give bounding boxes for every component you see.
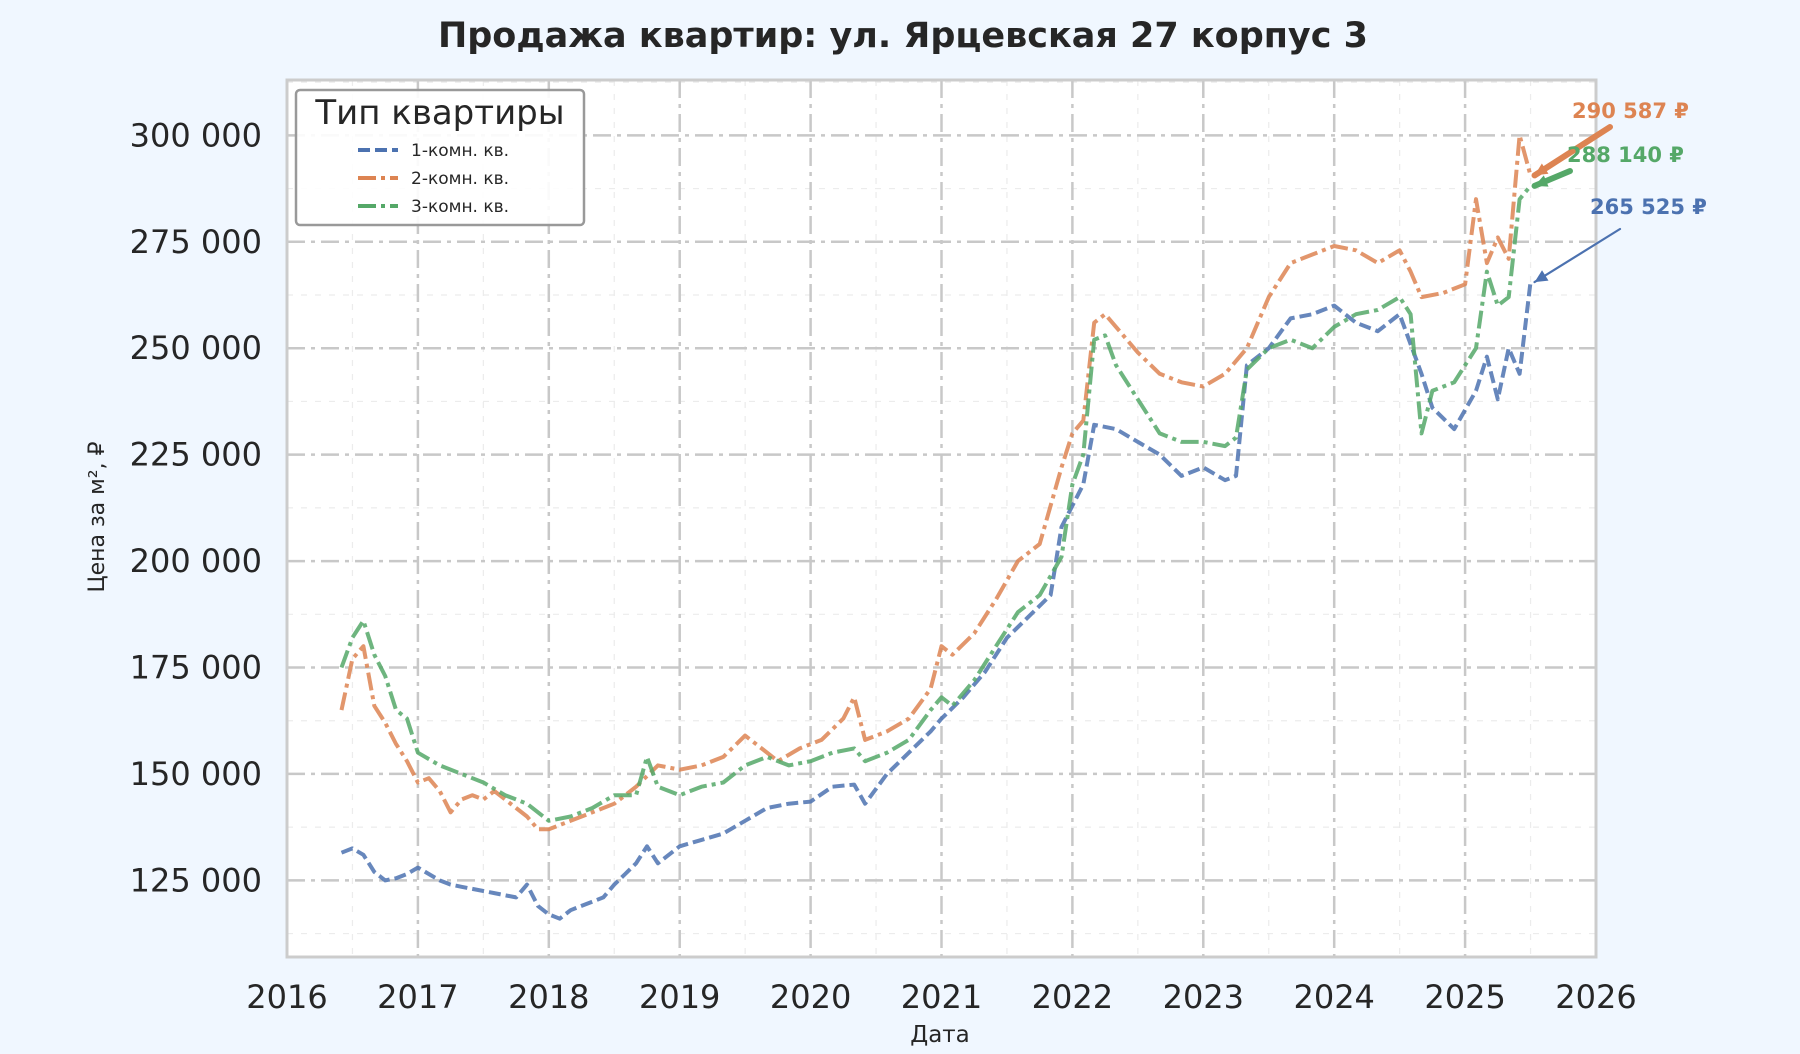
legend-title: Тип квартиры — [314, 93, 564, 133]
legend-box — [294, 88, 586, 227]
series-line-2 — [339, 133, 1533, 832]
annotation-label: 288 140 ₽ — [1567, 143, 1684, 167]
legend-label: 2-комн. кв. — [411, 169, 509, 189]
annotation-arrow — [1533, 227, 1622, 284]
x-axis-label: Дата — [910, 1022, 970, 1048]
annotation-label: 265 525 ₽ — [1590, 195, 1707, 219]
y-tick-label: 175 000 — [130, 649, 262, 687]
legend: Тип квартиры 1-комн. кв. 2-комн. кв. 3-ком… — [294, 88, 586, 227]
y-tick-label: 250 000 — [130, 329, 262, 367]
x-tick-label: 2025 — [1424, 978, 1505, 1016]
chart-title: Продажа квартир: ул. Ярцевская 27 корпус… — [438, 16, 1368, 56]
annotation-arrowhead — [1534, 175, 1549, 187]
legend-label: 1-комн. кв. — [411, 141, 509, 161]
y-tick-label: 150 000 — [130, 755, 262, 793]
x-tick-label: 2022 — [1032, 978, 1113, 1016]
minor-gridlines — [287, 80, 1596, 957]
x-tick-label: 2018 — [508, 978, 589, 1016]
plot-frame — [285, 78, 1598, 959]
y-axis-ticks: 125 000 150 000 175 000 200 000 225 000 250 0… — [130, 116, 262, 899]
annotation-arrow — [1531, 124, 1613, 179]
x-tick-label: 2016 — [246, 978, 327, 1016]
annotation-label: 290 587 ₽ — [1572, 99, 1689, 123]
legend-label: 3-комн. кв. — [411, 197, 509, 217]
x-tick-label: 2021 — [901, 978, 982, 1016]
series-lines — [339, 133, 1533, 921]
y-tick-label: 225 000 — [130, 436, 262, 474]
x-tick-label: 2020 — [770, 978, 851, 1016]
y-tick-label: 300 000 — [130, 116, 262, 154]
y-tick-label: 200 000 — [130, 542, 262, 580]
y-tick-label: 125 000 — [130, 861, 262, 899]
x-tick-label: 2026 — [1555, 978, 1636, 1016]
series-line-3 — [339, 184, 1533, 823]
x-tick-label: 2023 — [1163, 978, 1244, 1016]
series-line-1 — [340, 281, 1533, 921]
y-tick-label: 275 000 — [130, 223, 262, 261]
x-tick-label: 2019 — [639, 978, 720, 1016]
annotation-arrowhead — [1534, 163, 1549, 176]
annotation-arrowhead — [1534, 270, 1549, 283]
x-axis-ticks: 2016 2017 2018 2019 2020 2021 2022 2023 2024 2025… — [246, 978, 1636, 1016]
y-axis-label: Цена за м², ₽ — [85, 441, 110, 592]
legend-items: 1-комн. кв. 2-комн. кв. 3-комн. кв. — [358, 141, 509, 217]
end-value-annotations: 290 587 ₽ 288 140 ₽ 265 525 ₽ — [1531, 99, 1707, 284]
x-tick-label: 2017 — [377, 978, 458, 1016]
x-tick-label: 2024 — [1293, 978, 1374, 1016]
